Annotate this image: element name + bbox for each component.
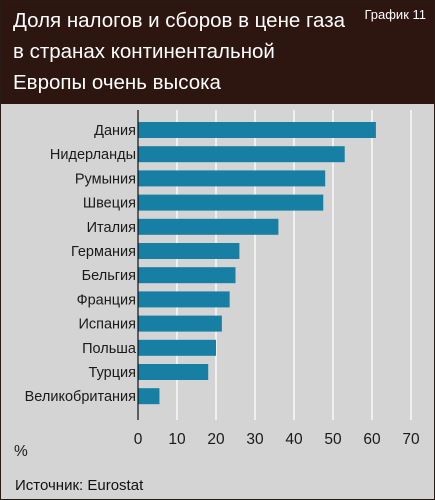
bar bbox=[138, 364, 209, 380]
category-label: Франция bbox=[77, 292, 136, 308]
x-axis-label: % bbox=[14, 443, 28, 460]
bar bbox=[138, 122, 376, 138]
bar bbox=[138, 146, 345, 163]
bar bbox=[138, 291, 230, 308]
source-note: Источник: Eurostat bbox=[15, 477, 144, 494]
bar bbox=[138, 218, 279, 235]
bar bbox=[138, 339, 216, 356]
x-tick-label: 40 bbox=[285, 431, 303, 448]
category-label: Швеция bbox=[83, 196, 136, 212]
x-tick-label: 20 bbox=[207, 431, 225, 448]
bar bbox=[138, 170, 326, 187]
bar bbox=[138, 243, 240, 259]
category-label: Великобритания bbox=[25, 389, 136, 405]
bar bbox=[138, 388, 160, 405]
category-label: Дания bbox=[94, 123, 136, 139]
bar bbox=[138, 315, 222, 332]
category-label: Нидерланды bbox=[50, 147, 136, 163]
chart-title: Доля налогов и сборов в цене газа в стра… bbox=[13, 9, 345, 94]
chart-header: Доля налогов и сборов в цене газа в стра… bbox=[1, 1, 434, 104]
bar bbox=[138, 267, 236, 284]
chart-number-badge: График 11 bbox=[364, 7, 426, 22]
bar bbox=[138, 194, 324, 211]
category-label: Испания bbox=[78, 317, 136, 333]
category-label: Италия bbox=[87, 220, 136, 236]
x-tick-label: 60 bbox=[363, 431, 381, 448]
x-tick-label: 10 bbox=[168, 431, 186, 448]
x-tick-label: 0 bbox=[134, 431, 143, 448]
x-tick-label: 50 bbox=[324, 431, 342, 448]
bar-chart: Дания Нидерланды Румыния Швеция Италия Герман… bbox=[14, 110, 420, 460]
x-tick-label: 30 bbox=[246, 431, 264, 448]
category-label: Германия bbox=[71, 244, 136, 260]
category-label: Бельгия bbox=[82, 268, 136, 284]
category-label: Польша bbox=[82, 341, 137, 357]
category-label: Румыния bbox=[75, 171, 136, 187]
x-tick-label: 70 bbox=[402, 431, 420, 448]
category-label: Турция bbox=[89, 365, 136, 381]
